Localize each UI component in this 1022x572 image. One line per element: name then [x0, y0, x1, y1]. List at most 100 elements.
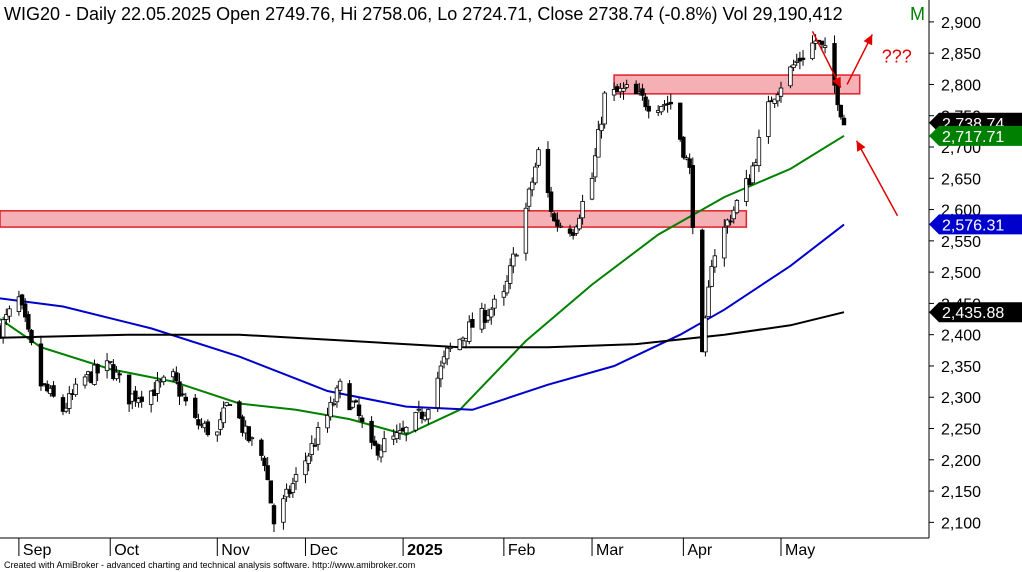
- candle: [334, 384, 340, 408]
- footer-credit: Created with AmiBroker - advanced charti…: [4, 560, 415, 570]
- chart-title-suffix: M: [910, 4, 925, 24]
- candle: [4, 308, 9, 326]
- y-tick-label: 2,150: [941, 484, 981, 501]
- candle: [570, 228, 576, 240]
- candle: [114, 366, 119, 381]
- candle: [331, 398, 337, 407]
- candle: [514, 253, 519, 257]
- candle: [416, 400, 422, 413]
- x-tick-label: Mar: [596, 542, 624, 559]
- candle: [303, 452, 308, 484]
- candle: [325, 407, 330, 433]
- candle: [419, 408, 425, 424]
- y-tick-label: 2,100: [941, 515, 981, 532]
- candle: [533, 162, 538, 185]
- candle: [63, 402, 69, 414]
- candle: [435, 371, 440, 413]
- candle: [526, 187, 532, 212]
- candle: [356, 397, 362, 421]
- candle: [706, 280, 711, 317]
- x-tick-label: Nov: [221, 542, 249, 559]
- candle: [700, 228, 705, 353]
- candle: [51, 381, 56, 398]
- candle: [262, 455, 267, 472]
- candle: [268, 480, 274, 504]
- candle: [240, 414, 245, 437]
- candle: [545, 141, 551, 198]
- y-tick-label: 2,350: [941, 359, 981, 376]
- candle: [73, 377, 78, 397]
- candle: [183, 392, 188, 406]
- resistance-zone-0: [613, 74, 861, 95]
- ma-value-label-1: 2,576.31: [929, 214, 1022, 235]
- candle: [504, 275, 510, 296]
- candle: [117, 370, 122, 383]
- candle: [507, 258, 513, 290]
- svg-text:2,717.71: 2,717.71: [942, 129, 1004, 146]
- candles-layer: [0, 34, 847, 532]
- candle: [193, 393, 198, 420]
- annotation-arrow-2: [855, 140, 899, 217]
- candle: [290, 477, 296, 498]
- candle: [668, 93, 673, 110]
- candle: [684, 155, 689, 161]
- candle: [643, 93, 648, 111]
- annotations-layer: ???: [811, 30, 912, 217]
- candle: [470, 312, 475, 328]
- candle: [67, 386, 72, 415]
- y-tick-label: 2,650: [941, 171, 981, 188]
- y-tick-label: 2,500: [941, 265, 981, 282]
- candle: [791, 59, 796, 72]
- candle: [589, 172, 595, 201]
- candle: [523, 202, 529, 261]
- candle: [246, 426, 251, 443]
- candle: [485, 308, 491, 323]
- candle: [838, 104, 844, 120]
- candle: [536, 147, 541, 168]
- candle: [734, 198, 740, 215]
- candle: [215, 431, 220, 442]
- candle: [218, 411, 223, 436]
- candle: [126, 374, 132, 412]
- candle: [350, 400, 355, 410]
- candle: [457, 338, 462, 351]
- candle: [111, 359, 116, 381]
- candle: [794, 53, 799, 67]
- chart-title: WIG20 - Daily 22.05.2025 Open 2749.76, H…: [4, 4, 843, 24]
- candle: [577, 214, 582, 231]
- candle: [45, 380, 50, 393]
- annotation-arrow-1: [846, 34, 873, 85]
- candle: [574, 224, 579, 237]
- candle: [633, 80, 639, 95]
- candle: [139, 390, 144, 408]
- svg-text:2,576.31: 2,576.31: [942, 217, 1004, 234]
- candle: [306, 453, 311, 472]
- candle: [438, 360, 444, 388]
- candle: [800, 50, 806, 66]
- annotation-arrow-0: [811, 30, 842, 88]
- candle: [148, 390, 154, 413]
- x-tick-label: May: [785, 542, 815, 559]
- x-tick-label: Feb: [508, 542, 536, 559]
- candle: [580, 194, 585, 225]
- candle: [602, 90, 607, 129]
- candle: [744, 169, 749, 207]
- candle: [596, 120, 601, 158]
- candle: [646, 99, 651, 119]
- candle: [441, 350, 447, 369]
- candle: [312, 438, 318, 448]
- y-tick-label: 2,900: [941, 15, 981, 32]
- candle: [766, 95, 771, 144]
- moving-average-line-1: [0, 223, 845, 411]
- y-tick-label: 2,800: [941, 77, 981, 94]
- y-tick-label: 2,200: [941, 453, 981, 470]
- candle: [467, 315, 472, 345]
- candle: [328, 396, 333, 421]
- candle: [7, 305, 12, 323]
- candle: [337, 378, 343, 399]
- y-tick-label: 2,850: [941, 46, 981, 63]
- x-tick-label: 2025: [407, 542, 443, 559]
- candle: [359, 415, 365, 428]
- x-tick-label: Sep: [23, 542, 52, 559]
